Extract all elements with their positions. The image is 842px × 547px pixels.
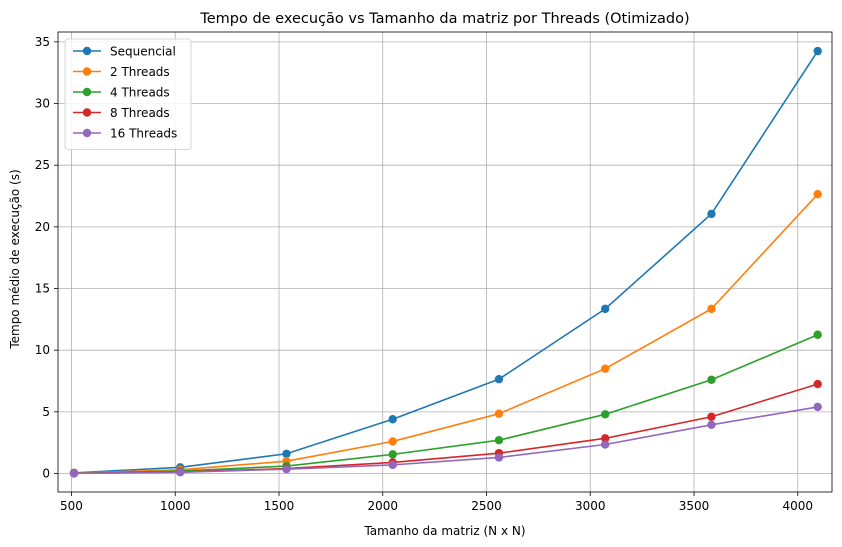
data-point — [282, 449, 291, 458]
series-line-1 — [73, 193, 819, 474]
legend-box — [64, 38, 192, 150]
x-tick-label: 1500 — [264, 499, 295, 513]
series-line-4 — [73, 406, 818, 475]
legend-swatch-marker — [82, 87, 92, 97]
data-point — [388, 450, 397, 459]
y-tick-label: 5 — [42, 405, 50, 419]
data-point — [813, 402, 822, 412]
y-tick-label: 15 — [35, 282, 50, 296]
y-tick-label: 10 — [35, 343, 50, 357]
x-tick-label: 2500 — [471, 499, 502, 513]
data-point — [813, 189, 822, 199]
y-tick-label: 30 — [35, 97, 50, 111]
data-point — [494, 453, 504, 462]
data-point — [707, 209, 716, 219]
y-tick-label: 20 — [35, 220, 50, 234]
legend-label: 16 Threads — [110, 127, 177, 141]
series-line-2 — [73, 334, 818, 475]
y-tick-label: 35 — [35, 35, 50, 49]
data-point — [707, 304, 716, 314]
x-tick-label: 3000 — [575, 499, 606, 513]
ticks: 500 1000 1500 2000 2500 3000 3500 4000 0 5 10 15 20 2… — [35, 35, 813, 513]
series-line-0 — [73, 50, 819, 474]
axes — [57, 31, 833, 493]
data-point — [282, 464, 291, 474]
data-point — [600, 440, 610, 449]
data-point — [176, 468, 185, 477]
legend-label: 4 Threads — [110, 86, 170, 100]
legend-swatch-marker — [82, 108, 92, 117]
grid-lines — [58, 32, 832, 492]
x-tick-label: 1000 — [160, 499, 191, 513]
data-point — [707, 375, 716, 384]
data-point — [600, 434, 610, 443]
data-point — [69, 469, 79, 478]
x-tick-label: 4000 — [782, 499, 813, 513]
legend-swatch-marker — [82, 67, 92, 76]
legend-label: 2 Threads — [110, 65, 170, 79]
data-point — [600, 364, 610, 373]
data-point — [600, 304, 610, 314]
legend-swatch-marker — [82, 46, 92, 56]
data-point — [388, 415, 397, 424]
y-axis-label: Tempo médio de execução (s) — [8, 169, 22, 349]
y-tick-label: 0 — [42, 467, 50, 481]
y-tick-label: 25 — [35, 158, 50, 172]
data-point — [707, 420, 716, 429]
x-tick-label: 2000 — [367, 499, 398, 513]
data-point — [494, 409, 504, 418]
series-line-3 — [73, 383, 818, 475]
chart-title: Tempo de execução vs Tamanho da matriz p… — [199, 11, 689, 27]
data-point — [494, 374, 504, 384]
series-lines — [69, 46, 822, 478]
plot-frame — [57, 31, 833, 493]
data-point — [707, 412, 716, 421]
data-point — [388, 460, 397, 470]
data-point — [813, 46, 822, 56]
x-tick-label: 500 — [60, 499, 83, 513]
legend-swatch-marker — [82, 128, 92, 138]
data-point — [494, 436, 504, 445]
data-point — [388, 437, 397, 446]
legend-label: 8 Threads — [110, 106, 170, 120]
x-tick-label: 3500 — [679, 499, 710, 513]
data-point — [600, 410, 610, 419]
x-axis-label: Tamanho da matriz (N x N) — [363, 524, 525, 538]
data-point — [813, 379, 822, 389]
legend: Sequencial 2 Threads 4 Threads 8 Threads 16 … — [64, 38, 192, 150]
legend-label: Sequencial — [110, 45, 176, 59]
data-point — [813, 330, 822, 339]
